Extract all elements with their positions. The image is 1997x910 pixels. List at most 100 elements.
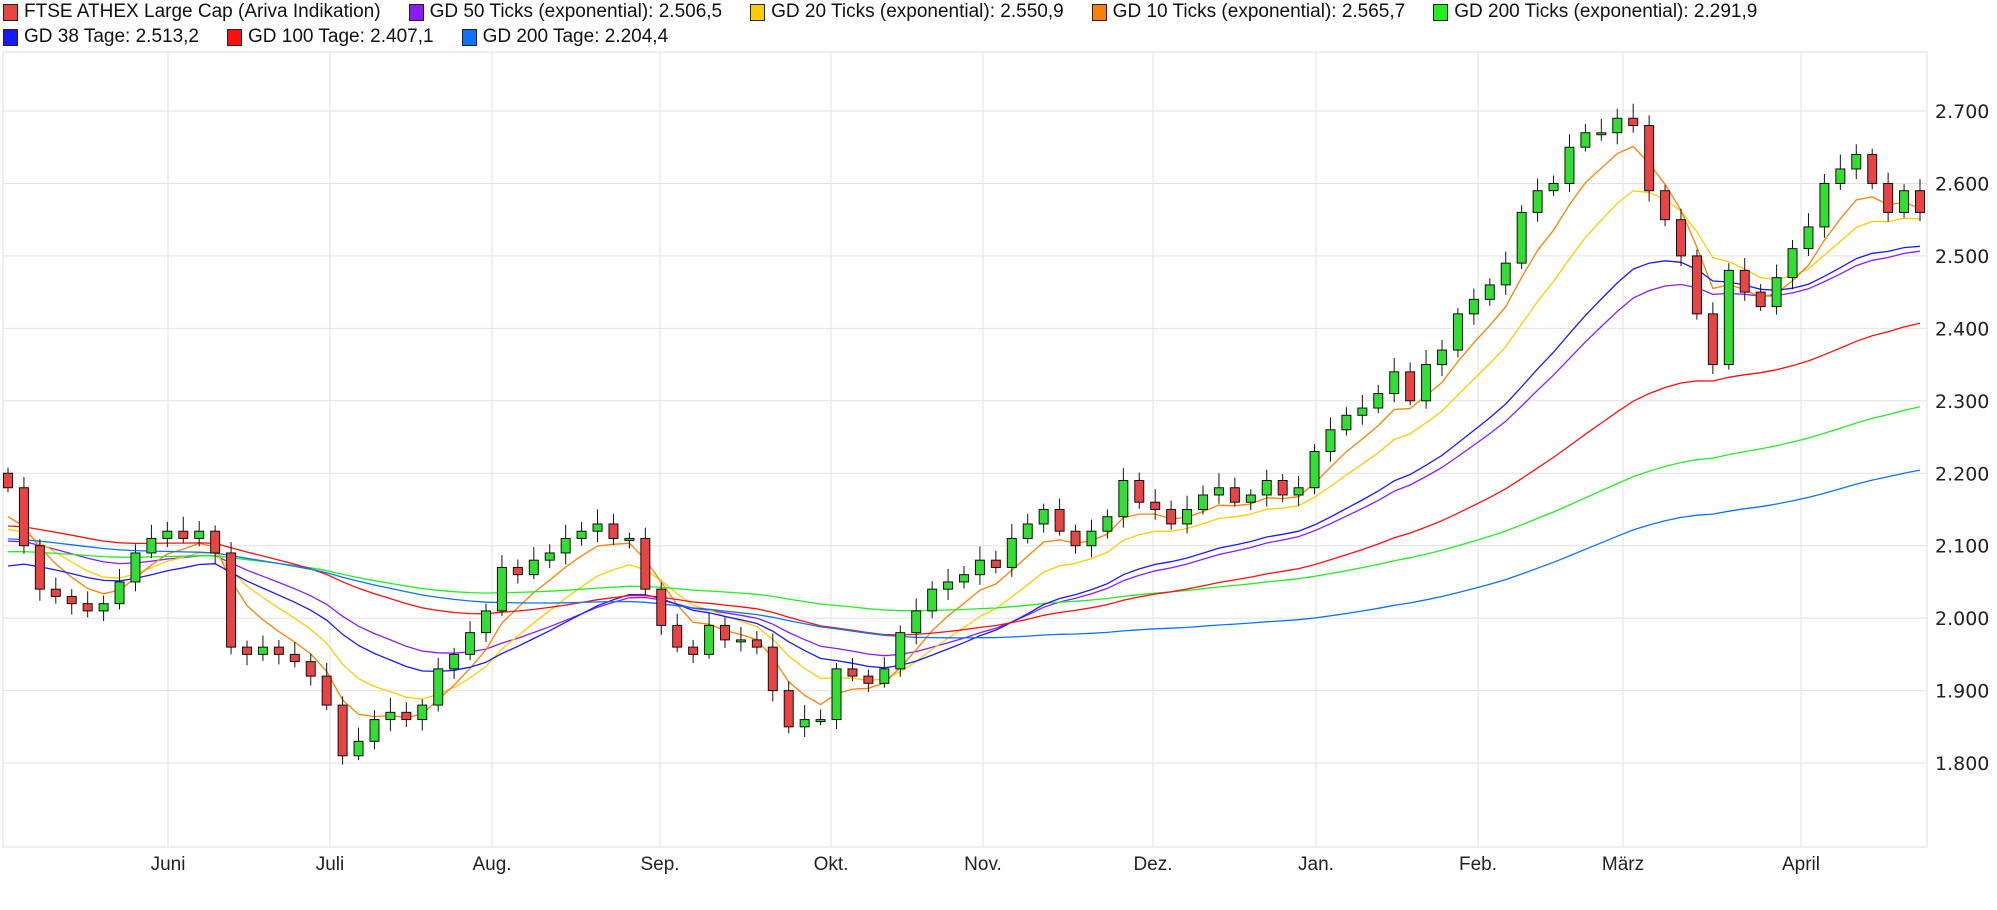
legend-label: GD 10 Ticks (exponential): 2.565,7: [1112, 1, 1406, 22]
candle: [911, 610, 922, 634]
candle: [1532, 190, 1543, 213]
candle: [465, 632, 476, 655]
candle: [1691, 255, 1702, 315]
legend-item: GD 10 Ticks (exponential): 2.565,7: [1091, 1, 1406, 23]
x-tick-label: Aug.: [472, 854, 511, 875]
candle: [385, 711, 396, 721]
x-tick-label: Feb.: [1459, 854, 1497, 875]
candle: [1676, 219, 1686, 257]
candle: [273, 646, 284, 655]
candle: [959, 574, 969, 583]
candle: [257, 646, 268, 655]
candle: [1883, 182, 1894, 213]
candle: [799, 719, 810, 728]
legend-row-2: GD 38 Tage: 2.513,2 GD 100 Tage: 2.407,1 G…: [3, 26, 696, 48]
candle: [1851, 153, 1862, 170]
y-tick-label: 2.600: [1935, 173, 1989, 195]
candle: [1102, 516, 1113, 532]
legend-swatch: [461, 28, 477, 46]
candle: [1373, 393, 1384, 409]
candle: [1787, 248, 1798, 279]
y-tick-label: 1.800: [1935, 753, 1989, 775]
moving-average-line: [7, 322, 1921, 636]
candle: [321, 675, 332, 706]
candle: [1182, 508, 1193, 525]
candle: [98, 603, 109, 612]
candle: [1166, 508, 1177, 525]
candle: [1038, 508, 1049, 525]
candle: [1723, 269, 1734, 366]
candle: [1022, 523, 1033, 539]
candle: [1915, 190, 1925, 213]
candle: [1867, 153, 1878, 184]
legend-label: FTSE ATHEX Large Cap (Ariva Indikation): [24, 1, 381, 22]
candle: [560, 537, 571, 554]
candle: [1245, 494, 1256, 503]
candle: [512, 566, 523, 576]
candle: [1564, 146, 1575, 184]
candle: [1389, 371, 1400, 395]
candle: [1819, 182, 1830, 228]
candle: [751, 639, 762, 648]
candle: [927, 588, 938, 612]
candle: [1325, 429, 1336, 453]
candle: [1580, 132, 1591, 148]
candle: [576, 530, 587, 539]
legend-label: GD 100 Tage: 2.407,1: [248, 26, 434, 47]
legend-item: GD 20 Ticks (exponential): 2.550,9: [750, 1, 1064, 23]
legend-swatch: [3, 3, 18, 21]
candle: [305, 661, 316, 677]
candle: [1660, 190, 1671, 221]
y-tick-label: 2.200: [1935, 463, 1989, 485]
candle: [1293, 487, 1304, 496]
candle: [1054, 508, 1065, 532]
candle: [783, 690, 794, 728]
legend-item: GD 200 Tage: 2.204,4: [461, 26, 669, 48]
y-tick-label: 2.000: [1935, 608, 1989, 630]
candle: [735, 639, 746, 643]
candle: [162, 530, 173, 539]
moving-average-line: [7, 245, 1921, 673]
legend-swatch: [3, 28, 18, 46]
legend-row-1: FTSE ATHEX Large Cap (Ariva Indikation) G…: [3, 1, 1785, 23]
candle: [82, 603, 93, 612]
candle: [1277, 479, 1288, 496]
candle: [3, 472, 13, 489]
candle: [50, 588, 61, 597]
candle: [178, 530, 189, 539]
candle: [544, 552, 555, 561]
legend-swatch: [408, 3, 424, 21]
y-tick-label: 2.100: [1935, 536, 1989, 558]
candle: [1229, 487, 1240, 503]
x-tick-label: Dez.: [1133, 854, 1172, 875]
candle: [337, 704, 348, 757]
candle: [1261, 479, 1272, 496]
candle: [66, 595, 77, 605]
candle: [226, 552, 237, 648]
legend-item: FTSE ATHEX Large Cap (Ariva Indikation): [3, 1, 381, 23]
candle: [1596, 132, 1607, 136]
candle: [1803, 226, 1814, 250]
candle: [369, 719, 380, 742]
candle: [130, 552, 141, 583]
candle: [831, 668, 842, 721]
x-tick-label: Okt.: [814, 854, 849, 875]
candle: [1899, 190, 1910, 213]
candle: [704, 624, 715, 655]
candle: [974, 559, 985, 576]
legend-label: GD 200 Tage: 2.204,4: [482, 26, 669, 47]
y-tick-label: 2.700: [1935, 101, 1989, 123]
y-tick-label: 2.500: [1935, 246, 1989, 268]
candle: [1309, 451, 1320, 489]
x-tick-label: Juli: [316, 854, 345, 875]
candle: [1628, 117, 1639, 126]
legend-swatch: [1433, 3, 1449, 21]
candle: [401, 711, 412, 721]
candle: [1771, 277, 1782, 308]
y-tick-label: 1.900: [1935, 681, 1989, 703]
candle: [34, 545, 45, 590]
candle: [1548, 182, 1559, 192]
candle: [449, 653, 460, 670]
candle: [1644, 124, 1655, 192]
